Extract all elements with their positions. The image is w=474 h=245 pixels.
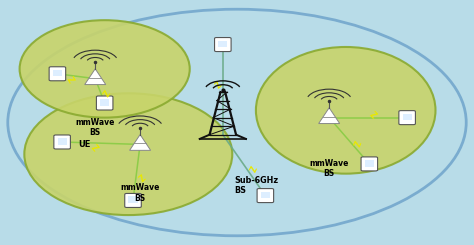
Bar xyxy=(57,138,67,145)
Ellipse shape xyxy=(24,93,232,215)
Bar xyxy=(365,160,374,167)
FancyBboxPatch shape xyxy=(399,111,415,125)
Text: mmWave
BS: mmWave BS xyxy=(75,118,115,137)
Text: Z: Z xyxy=(99,87,110,97)
Ellipse shape xyxy=(8,9,466,236)
Text: Z: Z xyxy=(68,73,79,83)
FancyBboxPatch shape xyxy=(257,189,273,203)
Text: Z: Z xyxy=(213,80,224,90)
FancyBboxPatch shape xyxy=(125,194,141,208)
Polygon shape xyxy=(85,69,106,85)
Text: Z: Z xyxy=(92,140,102,150)
Bar xyxy=(261,192,270,198)
Bar xyxy=(53,70,62,76)
FancyBboxPatch shape xyxy=(96,96,113,110)
Text: Z: Z xyxy=(367,110,377,121)
Text: Z: Z xyxy=(350,138,360,147)
Text: mmWave
BS: mmWave BS xyxy=(310,159,349,178)
Bar xyxy=(100,99,109,106)
Text: UE: UE xyxy=(79,140,91,149)
Text: mmWave
BS: mmWave BS xyxy=(120,184,160,203)
Bar xyxy=(402,114,412,120)
FancyBboxPatch shape xyxy=(361,157,378,171)
FancyBboxPatch shape xyxy=(215,37,231,51)
Text: Z: Z xyxy=(245,163,255,172)
Text: Z: Z xyxy=(136,170,146,181)
Bar xyxy=(128,196,137,203)
Ellipse shape xyxy=(256,47,436,174)
FancyBboxPatch shape xyxy=(49,67,66,81)
Bar xyxy=(218,40,228,47)
Ellipse shape xyxy=(19,20,190,118)
Text: Sub-6GHz
BS: Sub-6GHz BS xyxy=(235,176,279,196)
Polygon shape xyxy=(319,108,340,123)
Polygon shape xyxy=(129,135,151,150)
FancyBboxPatch shape xyxy=(54,135,71,149)
